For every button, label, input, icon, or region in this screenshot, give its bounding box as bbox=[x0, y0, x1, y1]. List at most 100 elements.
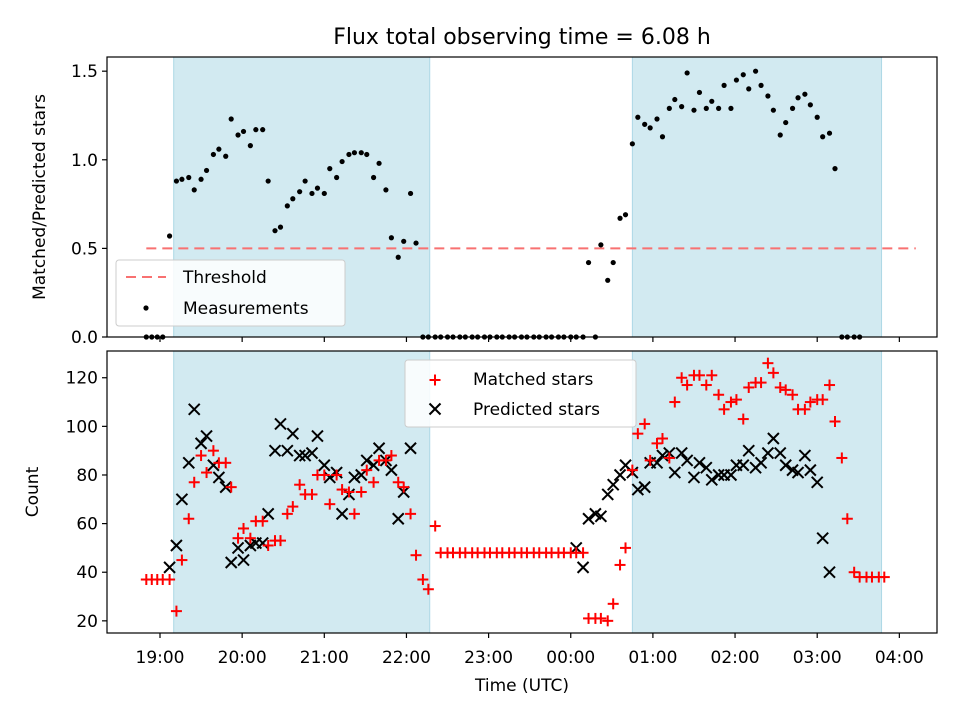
x-tick-label-0: 19:00 bbox=[136, 648, 185, 668]
chart-title: Flux total observing time = 6.08 h bbox=[333, 25, 711, 50]
matched-point-29 bbox=[318, 469, 330, 481]
measurement-point-112 bbox=[832, 166, 838, 172]
measurement-point-6 bbox=[179, 176, 185, 182]
matched-points bbox=[140, 357, 890, 627]
predicted-point-58 bbox=[680, 454, 694, 467]
predicted-point-32 bbox=[360, 454, 373, 467]
measurement-point-101 bbox=[765, 93, 771, 99]
matched-point-45 bbox=[417, 574, 429, 586]
x-tick-label-1: 20:00 bbox=[218, 648, 267, 668]
predicted-point-74 bbox=[779, 459, 792, 472]
measurement-point-105 bbox=[789, 105, 796, 111]
matched-point-98 bbox=[743, 381, 755, 393]
measurement-point-40 bbox=[388, 235, 394, 241]
measurement-point-111 bbox=[826, 130, 833, 136]
matched-point-22 bbox=[274, 535, 286, 547]
matched-point-107 bbox=[799, 403, 811, 415]
predicted-point-21 bbox=[293, 449, 306, 462]
x-tick-label-4: 23:00 bbox=[464, 648, 513, 668]
matched-point-102 bbox=[767, 367, 779, 379]
predicted-point-1 bbox=[170, 539, 183, 552]
measurement-point-4 bbox=[166, 233, 173, 239]
predicted-point-8 bbox=[212, 471, 226, 484]
predicted-point-12 bbox=[237, 553, 250, 567]
measurement-point-103 bbox=[777, 132, 783, 138]
predicted-point-2 bbox=[175, 493, 189, 506]
matched-point-30 bbox=[324, 498, 336, 510]
predicted-point-39 bbox=[404, 442, 417, 455]
predicted-point-47 bbox=[613, 468, 627, 482]
matched-point-76 bbox=[607, 598, 619, 610]
bottom-y-tick-label-4: 100 bbox=[66, 417, 98, 437]
measurement-point-86 bbox=[672, 96, 678, 103]
matched-point-82 bbox=[644, 454, 656, 466]
x-tick-label-2: 21:00 bbox=[300, 648, 349, 668]
predicted-point-33 bbox=[367, 459, 380, 472]
matched-point-93 bbox=[713, 389, 725, 401]
measurement-point-76 bbox=[610, 259, 616, 266]
matched-point-80 bbox=[632, 428, 644, 440]
matched-point-24 bbox=[287, 501, 299, 513]
predicted-point-34 bbox=[372, 442, 386, 455]
matched-point-43 bbox=[405, 508, 417, 520]
bottom-legend-box bbox=[404, 359, 637, 428]
matched-point-11 bbox=[207, 445, 219, 457]
measurement-point-84 bbox=[659, 134, 666, 140]
predicted-point-53 bbox=[650, 456, 664, 470]
top-x-ticks bbox=[159, 337, 900, 342]
predicted-point-37 bbox=[392, 512, 405, 525]
measurement-point-80 bbox=[635, 114, 641, 120]
matched-point-32 bbox=[336, 484, 348, 496]
top-legend-box bbox=[115, 259, 346, 327]
matched-point-96 bbox=[730, 394, 742, 406]
top-y-axis: 0.0 0.5 1.0 1.5 bbox=[71, 62, 107, 348]
measurement-point-82 bbox=[647, 125, 653, 131]
legend-measurements-label: Measurements bbox=[183, 299, 309, 319]
matched-point-85 bbox=[663, 452, 675, 464]
measurement-point-18 bbox=[253, 127, 259, 133]
matched-point-47 bbox=[429, 520, 441, 532]
measurement-point-94 bbox=[721, 82, 727, 88]
measurement-point-83 bbox=[654, 116, 660, 122]
measurement-point-97 bbox=[740, 72, 746, 78]
bottom-y-axis-label: Count bbox=[23, 466, 43, 517]
matched-point-79 bbox=[626, 464, 638, 476]
matched-point-34 bbox=[348, 508, 360, 520]
predicted-point-44 bbox=[594, 510, 608, 523]
measurement-point-13 bbox=[223, 153, 229, 159]
legend-predicted-swatch bbox=[428, 402, 442, 416]
measurement-point-16 bbox=[240, 128, 247, 135]
predicted-point-22 bbox=[298, 449, 312, 462]
matched-point-95 bbox=[725, 396, 737, 408]
matched-point-46 bbox=[422, 583, 434, 595]
bottom-shaded-interval-1 bbox=[631, 350, 883, 634]
measurement-point-81 bbox=[642, 121, 648, 127]
measurement-point-92 bbox=[709, 98, 715, 104]
matched-point-14 bbox=[225, 481, 237, 493]
measurement-point-93 bbox=[716, 105, 722, 111]
measurement-point-37 bbox=[370, 174, 377, 181]
predicted-point-6 bbox=[200, 429, 213, 443]
matched-point-33 bbox=[343, 486, 355, 498]
matched-point-7 bbox=[183, 513, 195, 525]
legend-predicted-marker bbox=[428, 402, 442, 416]
matched-point-25 bbox=[294, 479, 306, 491]
matched-point-42 bbox=[398, 481, 410, 493]
bottom-y-tick-label-5: 120 bbox=[66, 369, 98, 389]
measurement-point-12 bbox=[216, 146, 222, 152]
predicted-point-26 bbox=[323, 471, 336, 484]
matched-point-36 bbox=[361, 464, 373, 476]
matched-point-86 bbox=[669, 396, 681, 408]
top-y-tick-label-3: 1.5 bbox=[71, 62, 98, 82]
predicted-point-56 bbox=[668, 466, 682, 479]
predicted-point-59 bbox=[687, 471, 701, 484]
x-axis-label: Time (UTC) bbox=[474, 676, 569, 696]
matched-point-27 bbox=[306, 488, 318, 500]
top-legend: Threshold Measurements bbox=[115, 259, 346, 327]
measurement-point-100 bbox=[758, 82, 764, 88]
measurement-point-15 bbox=[235, 132, 241, 138]
bottom-y-tick-label-0: 20 bbox=[76, 612, 98, 632]
measurement-point-75 bbox=[605, 277, 611, 283]
measurement-point-29 bbox=[321, 190, 327, 197]
